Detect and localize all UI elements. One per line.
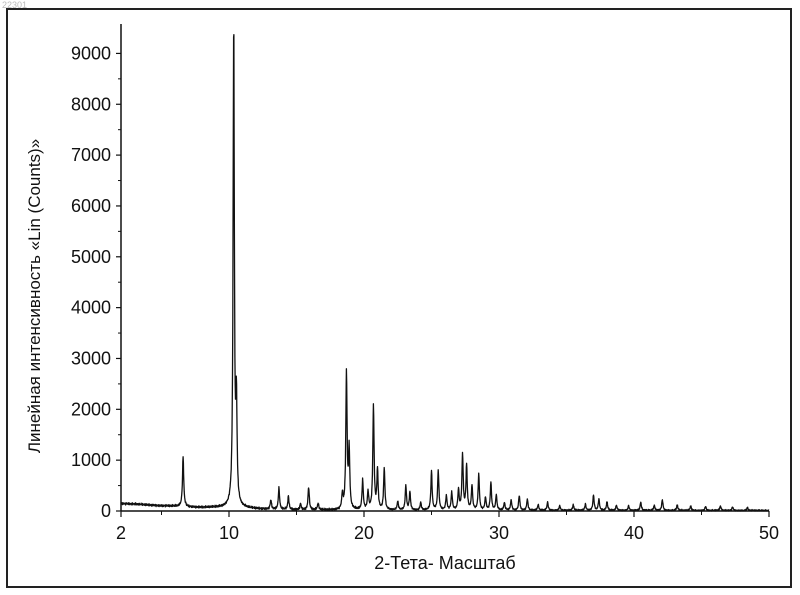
- axes: [121, 24, 769, 511]
- y-ticks: 0 1000 2000 3000 4000 5000 6000 7000 8000 9000: [71, 43, 121, 521]
- y-tick-label: 0: [101, 501, 111, 521]
- y-tick-label: 4000: [71, 298, 111, 318]
- y-tick-label: 6000: [71, 196, 111, 216]
- y-tick-label: 3000: [71, 348, 111, 368]
- x-axis-label: 2-Тета- Масштаб: [374, 553, 515, 573]
- x-tick-label: 2: [116, 523, 126, 543]
- y-tick-label: 7000: [71, 145, 111, 165]
- x-tick-label: 50: [759, 523, 779, 543]
- y-tick-label: 1000: [71, 450, 111, 470]
- x-tick-label: 40: [624, 523, 644, 543]
- y-tick-label: 2000: [71, 399, 111, 419]
- x-tick-label: 10: [219, 523, 239, 543]
- diffraction-pattern-line: [121, 35, 769, 511]
- y-tick-label: 9000: [71, 43, 111, 63]
- x-tick-label: 20: [354, 523, 374, 543]
- x-ticks: 2 10 20 30 40 50: [116, 511, 779, 543]
- y-tick-label: 8000: [71, 94, 111, 114]
- y-axis-label: Линейная интенсивность «Lin (Counts)»: [25, 139, 44, 453]
- y-tick-label: 5000: [71, 247, 111, 267]
- x-tick-label: 30: [489, 523, 509, 543]
